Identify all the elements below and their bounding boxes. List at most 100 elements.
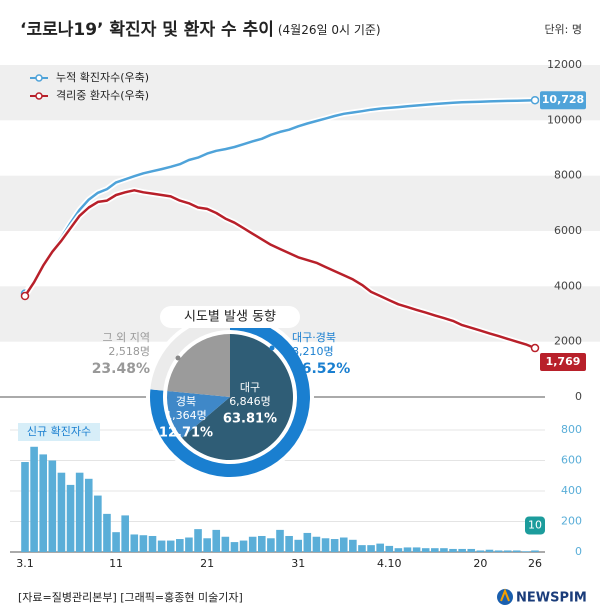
pie-count: 1,364명 [165,409,207,422]
legend-label: 격리중 환자수(우축) [56,89,149,102]
y-tick-label: 800 [561,423,582,436]
y-tick-label: 200 [561,515,582,528]
bar [212,529,221,552]
bar [66,484,75,552]
bar [467,548,476,552]
bar [203,538,211,552]
pie-title-box [160,306,300,328]
pie-label: 대구·경북 [292,331,336,344]
title: ‘코로나19’ 확진자 및 환자 수 추이 (4월26일 0시 기준) [20,20,381,40]
y-tick-label: 10000 [547,113,582,126]
bar [421,548,430,552]
leader-dot [269,345,275,351]
bar [248,536,257,552]
data-label: 10,728 [542,93,584,106]
data-label: 10 [528,518,542,531]
point [530,95,540,105]
x-tick-label: 4.10 [377,557,402,570]
source: [자료=질병관리본부] [그래픽=홍종현 미술기자] [18,590,243,604]
bar [121,515,129,552]
bar [358,545,366,552]
label-box [540,353,586,372]
bar [403,547,412,552]
bar [84,478,93,552]
leader-dot [175,355,181,361]
bar [221,536,230,552]
bar [230,542,239,552]
unit-label: 단위: 명 [544,23,582,36]
pie-percent: 23.48% [92,361,150,377]
label-box [540,91,586,110]
y-tick-label: 2000 [554,335,582,348]
bar [312,536,321,552]
pie-count: 2,518명 [108,345,150,358]
pie-percent: 12.71% [159,426,213,441]
bar-title-box [18,423,100,441]
bar [458,548,466,552]
bar [339,537,348,552]
bar [148,535,157,552]
legend-marker [35,92,43,100]
line [23,98,536,295]
bar [139,535,148,552]
bar [376,543,384,552]
y-tick-label: 0 [575,390,582,403]
bar [367,545,375,552]
x-tick-label: 11 [109,557,123,570]
bar [130,534,139,552]
bar [385,545,394,552]
bar [75,472,84,552]
y-tick-label: 12000 [547,58,582,71]
bar [485,549,494,552]
bar [449,548,457,552]
y-tick-label: 0 [575,545,582,558]
bar [166,540,175,552]
bar [522,551,530,552]
bar [512,550,521,552]
bar [330,539,339,552]
bar [39,454,48,552]
y-tick-label: 4000 [554,279,582,292]
bar [176,539,184,552]
logo: NEWSPIM [516,591,587,606]
bar [476,550,485,552]
y-tick-label: 600 [561,454,582,467]
grid-band [0,65,600,121]
pie-label: 경북 [176,395,196,408]
pie-label: 대구 [240,381,260,394]
bar [103,513,111,552]
bar [48,460,57,552]
bar [157,540,166,552]
bar [321,538,330,552]
bar [112,532,120,552]
bar [21,462,29,552]
pie-title: 시도별 발생 동향 [184,310,276,325]
pie-slice [167,390,230,438]
bar [531,550,539,552]
bar [239,540,248,552]
bar [257,535,266,552]
bar [185,537,193,552]
bar [294,539,303,552]
y-tick-label: 400 [561,484,582,497]
bar [431,548,439,552]
bar [94,495,102,552]
pie-label: 그 외 지역 [103,331,150,344]
bar [276,529,284,552]
bar [194,529,202,552]
bar [440,548,448,552]
x-tick-label: 21 [200,557,214,570]
label-box [525,516,545,535]
x-tick-label: 20 [473,557,487,570]
bar [303,532,312,552]
bar [412,547,421,552]
bar-title: 신규 확진자수 [27,425,91,438]
line [23,189,536,350]
pie-slice [167,334,230,397]
subtitle: (4월26일 0시 기준) [278,23,381,37]
bar [57,472,66,552]
pie-slice [181,334,293,461]
grid-band [0,286,600,342]
bar [349,539,357,552]
